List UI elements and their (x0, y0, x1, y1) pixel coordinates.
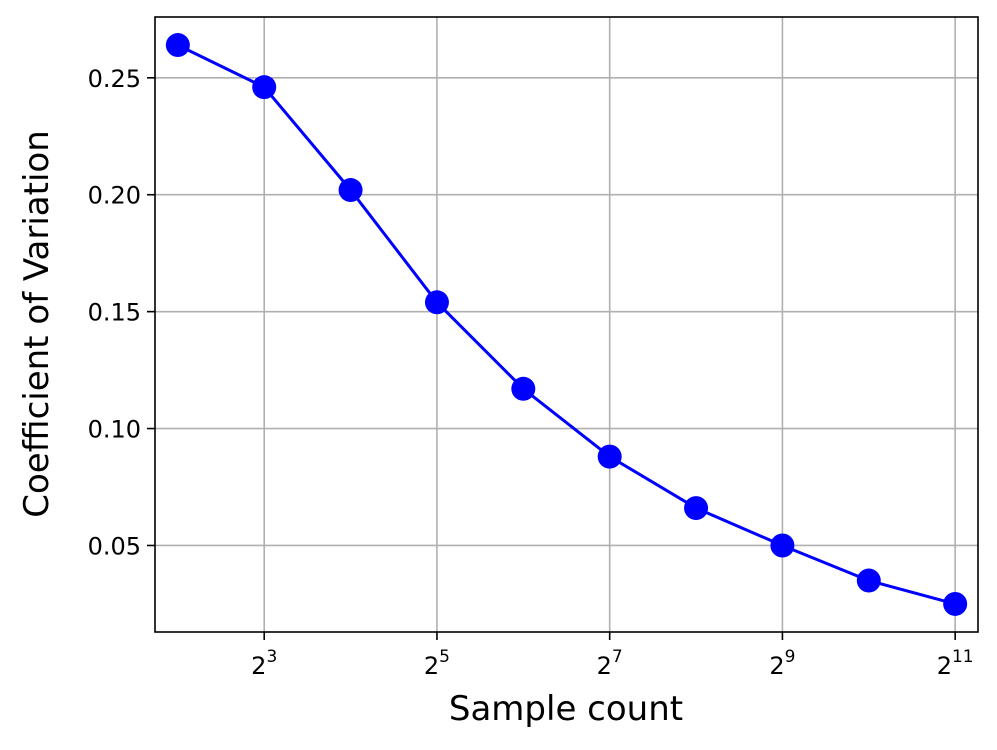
data-point (424, 290, 449, 315)
data-point (597, 444, 622, 469)
data-point (511, 376, 536, 401)
data-point (770, 533, 795, 558)
data-point (252, 75, 277, 100)
plot-frame (154, 16, 979, 633)
x-tick-label-exponent: 7 (612, 647, 623, 667)
x-tick-label-base: 2 (424, 652, 439, 680)
x-tick-label: 27 (597, 647, 623, 680)
y-axis-label: Coefficient of Variation (17, 130, 57, 518)
y-tick-label: 0.25 (88, 65, 141, 93)
x-tick-label-base: 2 (251, 652, 266, 680)
y-tick-label: 0.05 (88, 532, 141, 560)
x-tick-label-base: 2 (937, 652, 952, 680)
x-tick-label: 29 (769, 647, 795, 680)
x-tick-label-exponent: 5 (439, 647, 450, 667)
x-tick-label: 25 (424, 647, 450, 680)
x-tick-label-exponent: 3 (266, 647, 277, 667)
data-point (943, 591, 968, 616)
data-series (165, 33, 968, 616)
y-tick-label: 0.10 (88, 416, 141, 444)
y-tick-label: 0.15 (88, 299, 141, 327)
series-line (177, 43, 956, 606)
grid-lines (155, 17, 978, 632)
data-point (338, 178, 363, 203)
data-point (856, 568, 881, 593)
x-tick-label-exponent: 9 (785, 647, 796, 667)
data-point (165, 33, 190, 58)
x-tick-label: 23 (251, 647, 277, 680)
x-tick-label: 211 (937, 647, 974, 680)
y-tick-label: 0.20 (88, 182, 141, 210)
x-tick-label-base: 2 (597, 652, 612, 680)
data-point (684, 496, 709, 521)
x-axis-label: Sample count (449, 689, 683, 729)
x-tick-label-base: 2 (769, 652, 784, 680)
x-tick-label-exponent: 11 (952, 647, 974, 667)
